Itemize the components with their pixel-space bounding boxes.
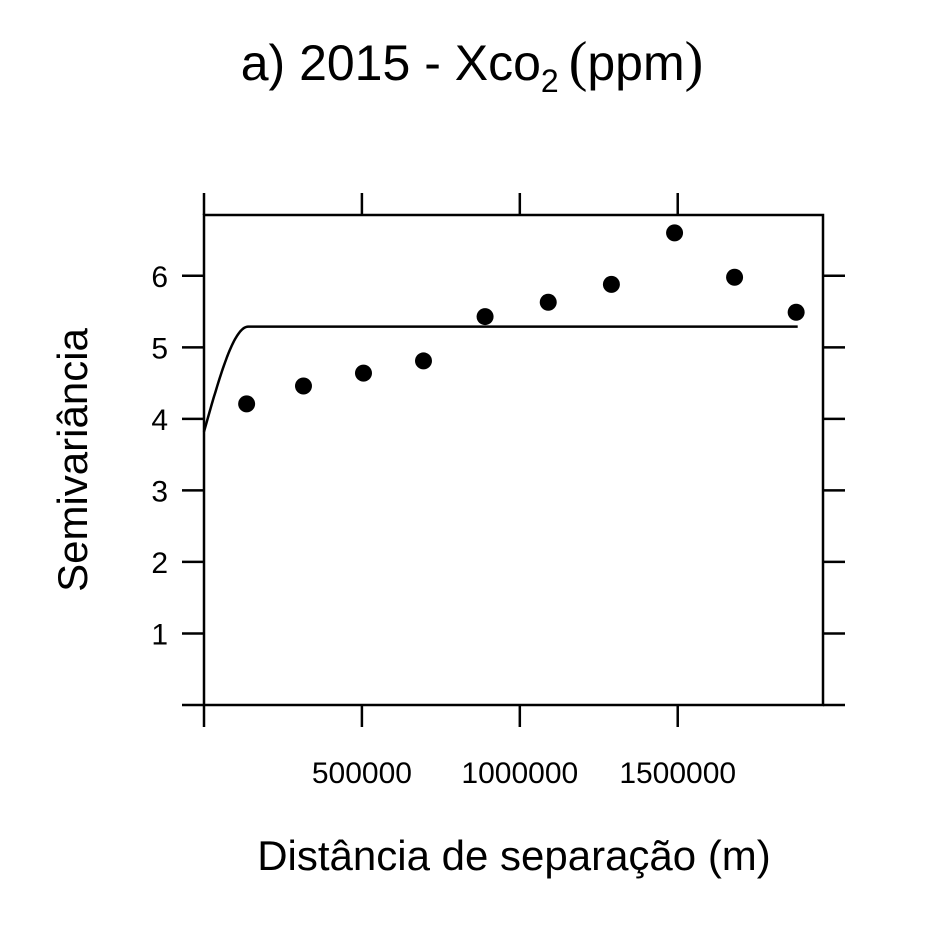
x-axis-ticks	[202, 193, 679, 727]
y-axis-tick-labels: 1 2 3 4 5 6	[151, 261, 168, 652]
y-axis-ticks	[182, 274, 845, 707]
y-tick-label: 3	[151, 475, 168, 508]
data-point	[726, 268, 744, 286]
title-close-paren: )	[685, 31, 704, 93]
x-axis-label: Distância de separação (m)	[257, 832, 771, 879]
title-prefix: a) 2015 - Xco	[241, 35, 541, 91]
y-tick-label: 1	[151, 618, 168, 651]
chart-title: a) 2015 - Xco2 (ppm)	[241, 31, 704, 99]
data-point	[476, 308, 494, 326]
x-tick-label: 500000	[312, 757, 412, 790]
x-axis-tick-labels: 500000 1000000 1500000	[312, 757, 736, 790]
title-unit: ppm	[587, 35, 684, 91]
data-point	[414, 352, 432, 370]
plot-frame	[202, 213, 825, 707]
x-tick-label: 1000000	[461, 757, 578, 790]
data-point	[602, 275, 620, 293]
data-point	[354, 364, 372, 382]
x-tick-label: 1500000	[619, 757, 736, 790]
y-axis-label: Semivariância	[49, 327, 96, 591]
semivariance-points	[238, 224, 805, 413]
data-point	[294, 377, 312, 395]
y-tick-label: 2	[151, 547, 168, 580]
data-point	[666, 224, 684, 242]
data-point	[238, 395, 256, 413]
y-tick-label: 6	[151, 261, 168, 294]
y-tick-label: 5	[151, 332, 168, 365]
title-open-paren: (	[569, 31, 588, 93]
data-point	[787, 303, 805, 321]
title-subscript: 2	[541, 63, 559, 99]
y-tick-label: 4	[151, 404, 168, 437]
data-point	[539, 293, 557, 311]
fitted-model-line	[202, 325, 798, 433]
